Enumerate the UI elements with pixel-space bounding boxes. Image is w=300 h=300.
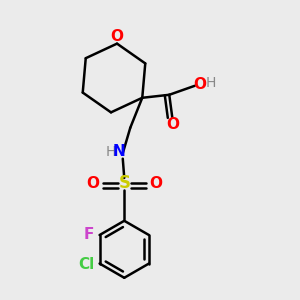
Text: O: O xyxy=(166,117,179,132)
Text: H: H xyxy=(106,145,116,159)
Text: H: H xyxy=(206,76,216,90)
Text: S: S xyxy=(118,174,130,192)
Text: O: O xyxy=(110,28,124,44)
Text: O: O xyxy=(86,176,99,191)
Text: O: O xyxy=(193,77,206,92)
Text: N: N xyxy=(113,144,125,159)
Text: O: O xyxy=(149,176,162,191)
Text: F: F xyxy=(84,227,94,242)
Text: Cl: Cl xyxy=(78,256,94,272)
